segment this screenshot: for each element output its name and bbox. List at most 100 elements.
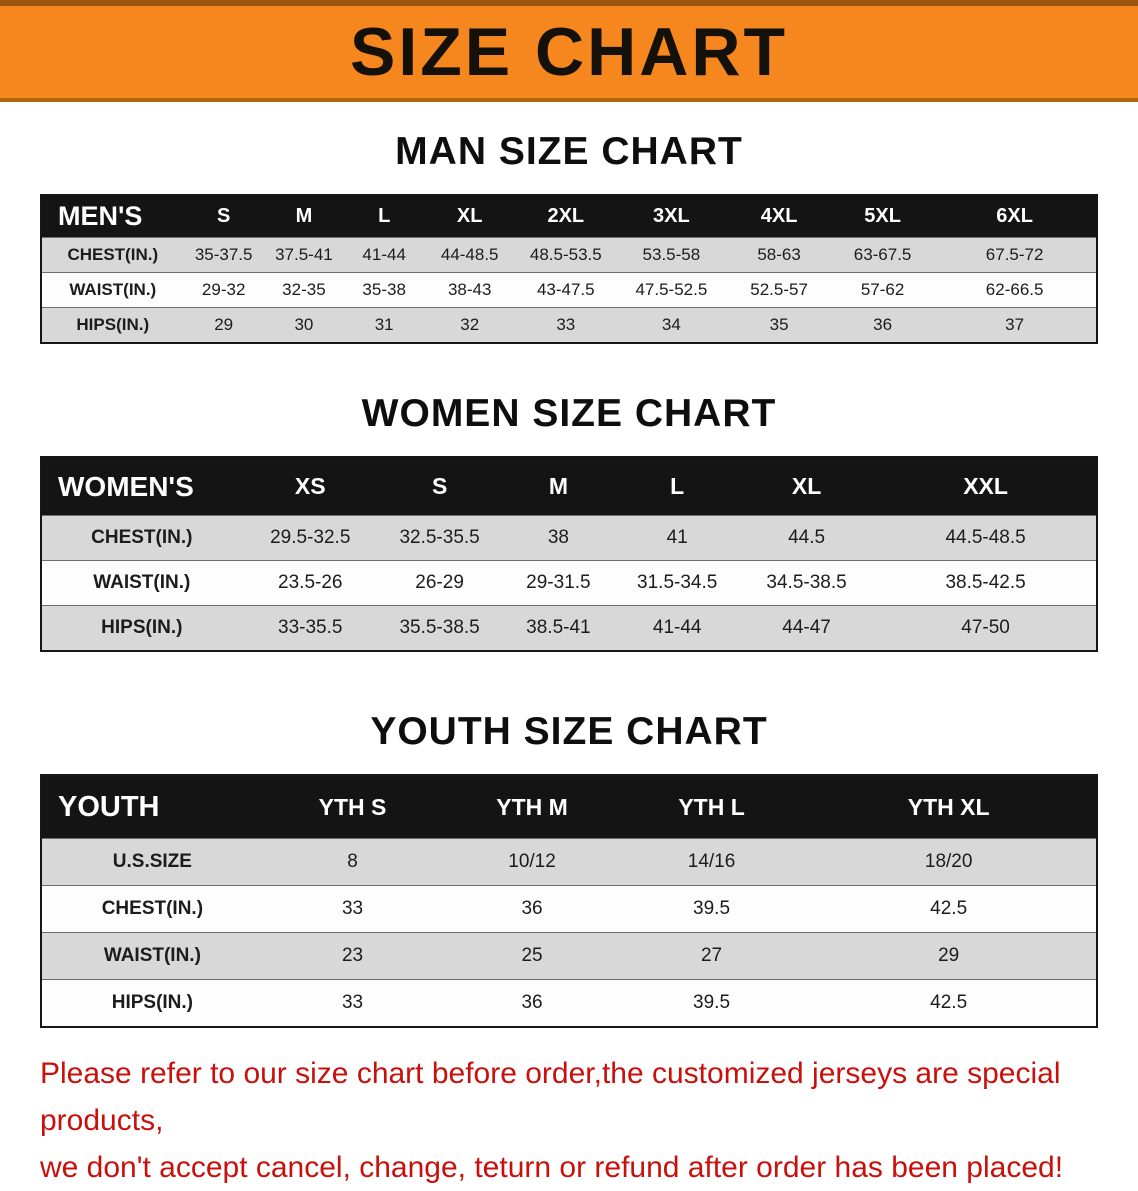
value-cell: 32-35 xyxy=(282,280,326,299)
value-cell: 10/12 xyxy=(508,851,556,872)
value-cell: 44.5 xyxy=(788,527,826,548)
value-cell: 27 xyxy=(700,945,723,966)
table-row: WAIST(IN.) 23 25 27 29 xyxy=(41,932,1097,980)
value-cell: 26-29 xyxy=(415,572,464,593)
value-cell: 35-37.5 xyxy=(194,245,253,264)
value-cell: 39.5 xyxy=(693,898,731,919)
size-header-cell: M xyxy=(500,457,617,516)
value-cell: 42.5 xyxy=(930,992,968,1013)
size-header-cell: 4XL xyxy=(726,195,832,238)
value-cell: 29.5-32.5 xyxy=(270,527,351,548)
value-cell: 23.5-26 xyxy=(278,572,343,593)
row-label-cell: WAIST(IN.) xyxy=(103,945,201,966)
value-cell: 33 xyxy=(556,315,576,334)
table-row: U.S.SIZE 8 10/12 14/16 18/20 xyxy=(41,838,1097,886)
row-label-cell: CHEST(IN.) xyxy=(101,898,204,919)
table-row: HIPS(IN.) 33 36 39.5 42.5 xyxy=(41,979,1097,1027)
value-cell: 34 xyxy=(661,315,681,334)
value-cell: 35-38 xyxy=(362,280,406,299)
table-row: HIPS(IN.) 29 30 31 32 33 34 35 36 37 xyxy=(41,307,1097,343)
size-header-cell: 6XL xyxy=(933,195,1097,238)
row-label-cell: HIPS(IN.) xyxy=(101,617,183,638)
table-row: HIPS(IN.) 33-35.5 35.5-38.5 38.5-41 41-44 44-… xyxy=(41,605,1097,651)
row-label-cell: CHEST(IN.) xyxy=(91,527,193,548)
value-cell: 35.5-38.5 xyxy=(399,617,480,638)
value-cell: 18/20 xyxy=(924,851,973,872)
value-cell: 38-43 xyxy=(447,280,492,299)
row-label-cell: WAIST(IN.) xyxy=(69,280,157,299)
value-cell: 44-48.5 xyxy=(440,245,499,264)
value-cell: 47-50 xyxy=(961,617,1010,638)
value-cell: 41 xyxy=(666,527,688,548)
size-header-cell: XL xyxy=(424,195,516,238)
value-cell: 37 xyxy=(1005,315,1025,334)
value-cell: 31 xyxy=(374,315,394,334)
value-cell: 32 xyxy=(460,315,480,334)
value-cell: 33 xyxy=(341,898,364,919)
men-size-section: MAN SIZE CHART MEN'S S M L XL 2XL 3XL 4XL 5XL 6XL… xyxy=(40,130,1098,344)
size-header-cell: L xyxy=(344,195,425,238)
size-header-cell: XL xyxy=(737,457,876,516)
value-cell: 8 xyxy=(347,851,358,872)
value-cell: 29 xyxy=(214,315,234,334)
women-size-table: WOMEN'S XS S M L XL XXL CHEST(IN.) 29.5-32.5 32.5… xyxy=(40,456,1098,652)
size-header-cell: YTH XL xyxy=(801,775,1097,839)
size-header-cell: L xyxy=(616,457,738,516)
value-cell: 29 xyxy=(938,945,960,966)
value-cell: 33-35.5 xyxy=(278,617,343,638)
banner-title: SIZE CHART xyxy=(350,14,788,90)
table-row: CHEST(IN.) 29.5-32.5 32.5-35.5 38 41 44.5 44.5… xyxy=(41,515,1097,561)
value-cell: 38 xyxy=(547,527,569,548)
value-cell: 42.5 xyxy=(930,898,968,919)
table-header-row: YOUTH YTH S YTH M YTH L YTH XL xyxy=(41,775,1097,839)
value-cell: 62-66.5 xyxy=(985,280,1044,299)
value-cell: 44-47 xyxy=(782,617,831,638)
youth-size-section: YOUTH SIZE CHART YOUTH YTH S YTH M YTH L YTH… xyxy=(40,710,1098,1028)
value-cell: 36 xyxy=(521,898,543,919)
table-header-row: WOMEN'S XS S M L XL XXL xyxy=(41,457,1097,516)
table-header-row: MEN'S S M L XL 2XL 3XL 4XL 5XL 6XL xyxy=(41,195,1097,238)
size-header-cell: XS xyxy=(241,457,379,516)
value-cell: 67.5-72 xyxy=(985,245,1044,264)
table-row: WAIST(IN.) 29-32 32-35 35-38 38-43 43-47.5 47.… xyxy=(41,272,1097,308)
youth-section-heading: YOUTH SIZE CHART xyxy=(370,710,768,753)
value-cell: 31.5-34.5 xyxy=(637,572,718,593)
women-size-section: WOMEN SIZE CHART WOMEN'S XS S M L XL XXL CHEST(… xyxy=(40,392,1098,652)
size-header-cell: S xyxy=(183,195,264,238)
size-header-cell: YTH L xyxy=(621,775,802,839)
row-label-cell: WAIST(IN.) xyxy=(93,572,191,593)
value-cell: 33 xyxy=(341,992,364,1013)
table-row: CHEST(IN.) 33 36 39.5 42.5 xyxy=(41,885,1097,933)
size-header-cell: XXL xyxy=(875,457,1097,516)
disclaimer-note: Please refer to our size chart before or… xyxy=(40,1050,1098,1191)
value-cell: 38.5-41 xyxy=(526,617,591,638)
size-header-cell: YTH S xyxy=(262,775,443,839)
men-section-heading: MAN SIZE CHART xyxy=(395,130,743,173)
women-section-heading: WOMEN SIZE CHART xyxy=(361,392,777,435)
value-cell: 47.5-52.5 xyxy=(635,280,708,299)
table-row: WAIST(IN.) 23.5-26 26-29 29-31.5 31.5-34.5 34… xyxy=(41,560,1097,606)
size-header-cell: 2XL xyxy=(515,195,617,238)
row-label-cell: U.S.SIZE xyxy=(112,851,192,872)
value-cell: 43-47.5 xyxy=(536,280,595,299)
size-header-cell: S xyxy=(378,457,501,516)
value-cell: 58-63 xyxy=(757,245,801,264)
size-header-cell: 5XL xyxy=(831,195,934,238)
row-label-cell: HIPS(IN.) xyxy=(76,315,150,334)
value-cell: 36 xyxy=(521,992,543,1013)
table-title-cell: YOUTH xyxy=(41,775,263,839)
value-cell: 25 xyxy=(521,945,543,966)
men-size-table: MEN'S S M L XL 2XL 3XL 4XL 5XL 6XL CHEST(IN.) 35-37… xyxy=(40,194,1098,344)
size-header-cell: 3XL xyxy=(616,195,727,238)
value-cell: 35 xyxy=(769,315,789,334)
value-cell: 32.5-35.5 xyxy=(399,527,480,548)
value-cell: 39.5 xyxy=(693,992,731,1013)
value-cell: 14/16 xyxy=(687,851,736,872)
table-title-cell: MEN'S xyxy=(41,195,184,238)
value-cell: 37.5-41 xyxy=(275,245,333,264)
value-cell: 30 xyxy=(294,315,314,334)
value-cell: 29-31.5 xyxy=(526,572,591,593)
value-cell: 48.5-53.5 xyxy=(529,245,602,264)
size-header-cell: YTH M xyxy=(442,775,622,839)
